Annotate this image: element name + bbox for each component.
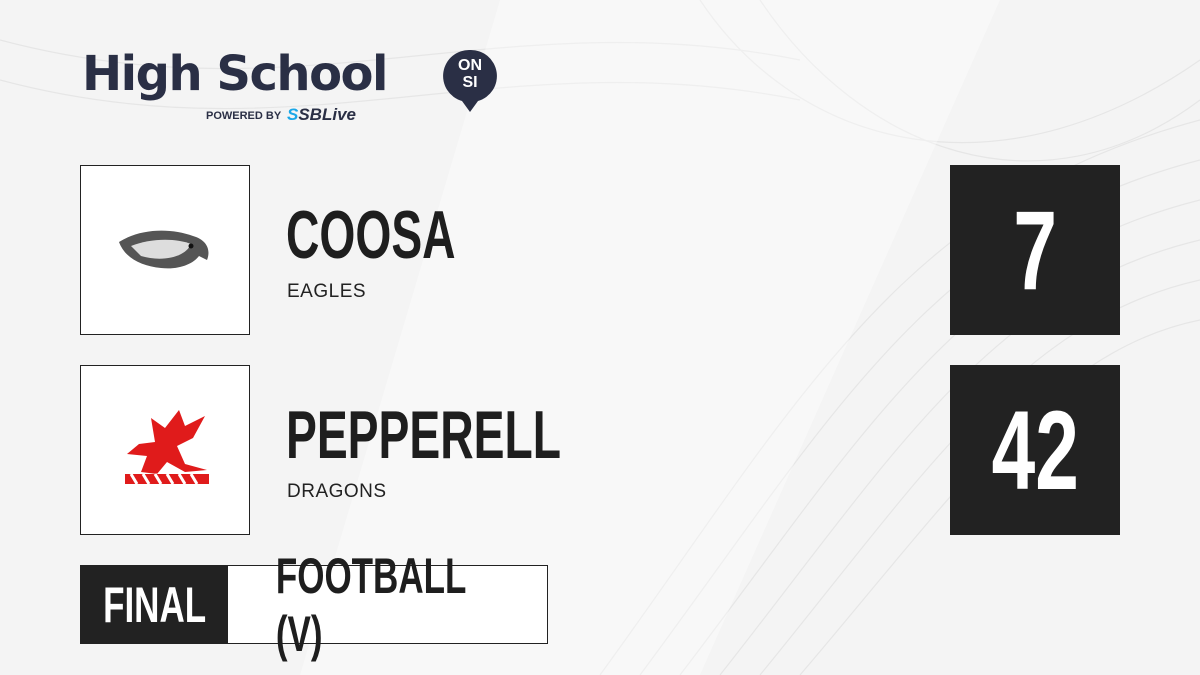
team-name: COOSA bbox=[286, 197, 456, 273]
game-status-bar: FINAL FOOTBALL (V) bbox=[80, 547, 548, 662]
team-score: 7 bbox=[950, 165, 1120, 335]
eagle-icon bbox=[119, 230, 209, 269]
sport-label: FOOTBALL (V) bbox=[275, 547, 466, 662]
team-logo-pepperell bbox=[80, 365, 250, 535]
brand-title: High School bbox=[82, 46, 388, 102]
dragon-icon bbox=[125, 410, 209, 485]
team-mascot: EAGLES bbox=[287, 281, 367, 302]
team-logo-coosa bbox=[80, 165, 250, 335]
team-mascot: DRAGONS bbox=[287, 481, 387, 502]
sblive-logo: SSBLive bbox=[287, 105, 356, 124]
on-si-pin-icon: ON SI bbox=[442, 48, 498, 112]
powered-by: POWERED BY bbox=[206, 110, 282, 122]
team-name: PEPPERELL bbox=[286, 397, 561, 473]
team-score: 42 bbox=[950, 365, 1120, 535]
final-badge: FINAL bbox=[81, 566, 228, 643]
high-school-on-si-logo: High School ON SI POWERED BY SSBLive bbox=[82, 46, 497, 124]
